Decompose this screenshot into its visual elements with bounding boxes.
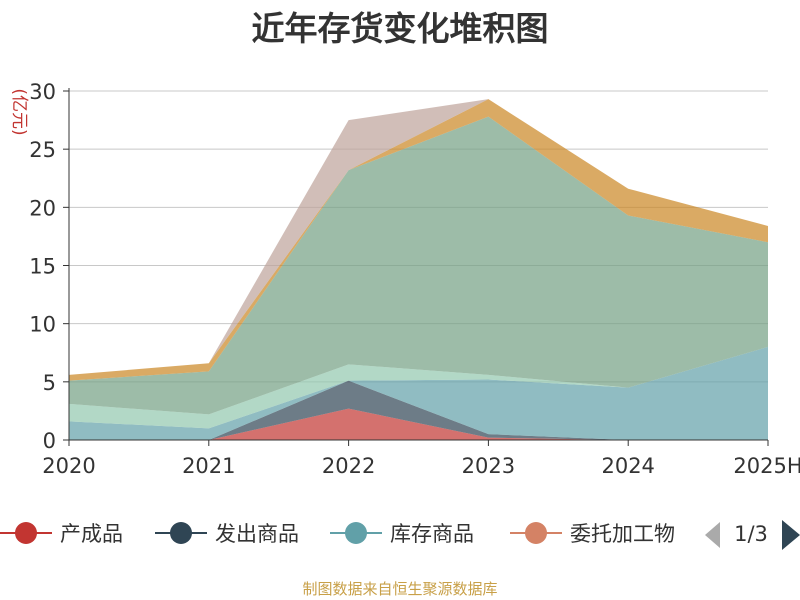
x-tick-label: 2021 bbox=[182, 454, 235, 478]
legend-label: 产成品 bbox=[60, 522, 123, 546]
legend-marker bbox=[345, 522, 367, 544]
x-tick-label: 2023 bbox=[462, 454, 515, 478]
y-axis-label: (亿元) bbox=[9, 88, 29, 135]
source-footer: 制图数据来自恒生聚源数据库 bbox=[302, 580, 498, 598]
x-tick-label: 2020 bbox=[42, 454, 95, 478]
legend-layer: 产成品 发出商品 库存商品 委托加工物 1/3 bbox=[0, 520, 800, 550]
y-tick-label: 25 bbox=[29, 138, 56, 162]
legend-label: 发出商品 bbox=[215, 522, 299, 546]
legend-page-indicator: 1/3 bbox=[734, 522, 768, 546]
axis-layer: 0 5 10 15 20 25 30 2020 2021 2022 2023 2024 2025H (亿元… bbox=[9, 80, 800, 478]
area-series-1 bbox=[69, 380, 768, 440]
y-tick-label: 15 bbox=[29, 255, 56, 279]
y-tick-label: 5 bbox=[43, 371, 56, 395]
legend-prev-icon[interactable] bbox=[705, 522, 720, 548]
legend-item[interactable]: 委托加工物 bbox=[510, 522, 675, 546]
legend-item[interactable]: 发出商品 bbox=[155, 522, 299, 546]
legend-item[interactable]: 产成品 bbox=[0, 522, 123, 546]
y-tick-label: 20 bbox=[29, 196, 56, 220]
x-tick-label: 2025H bbox=[733, 454, 800, 478]
y-tick-label: 0 bbox=[43, 429, 56, 453]
area-series-2 bbox=[69, 346, 768, 440]
y-tick-label: 10 bbox=[29, 313, 56, 337]
legend-next-icon[interactable] bbox=[782, 520, 800, 550]
x-tick-label: 2022 bbox=[322, 454, 375, 478]
area-series-5 bbox=[69, 116, 768, 415]
legend-item[interactable]: 库存商品 bbox=[330, 522, 474, 546]
area-series-7 bbox=[69, 99, 768, 375]
legend-label: 委托加工物 bbox=[570, 522, 675, 546]
area-series-0 bbox=[69, 408, 768, 440]
y-tick-label: 30 bbox=[29, 80, 56, 104]
chart-title: 近年存货变化堆积图 bbox=[251, 9, 549, 48]
legend-marker bbox=[15, 522, 37, 544]
area-series-6 bbox=[69, 99, 768, 381]
legend-label: 库存商品 bbox=[390, 522, 474, 546]
area-layer bbox=[69, 99, 768, 440]
area-series-4 bbox=[69, 346, 768, 429]
x-tick-label: 2024 bbox=[601, 454, 654, 478]
legend-marker bbox=[525, 522, 547, 544]
legend-marker bbox=[170, 522, 192, 544]
